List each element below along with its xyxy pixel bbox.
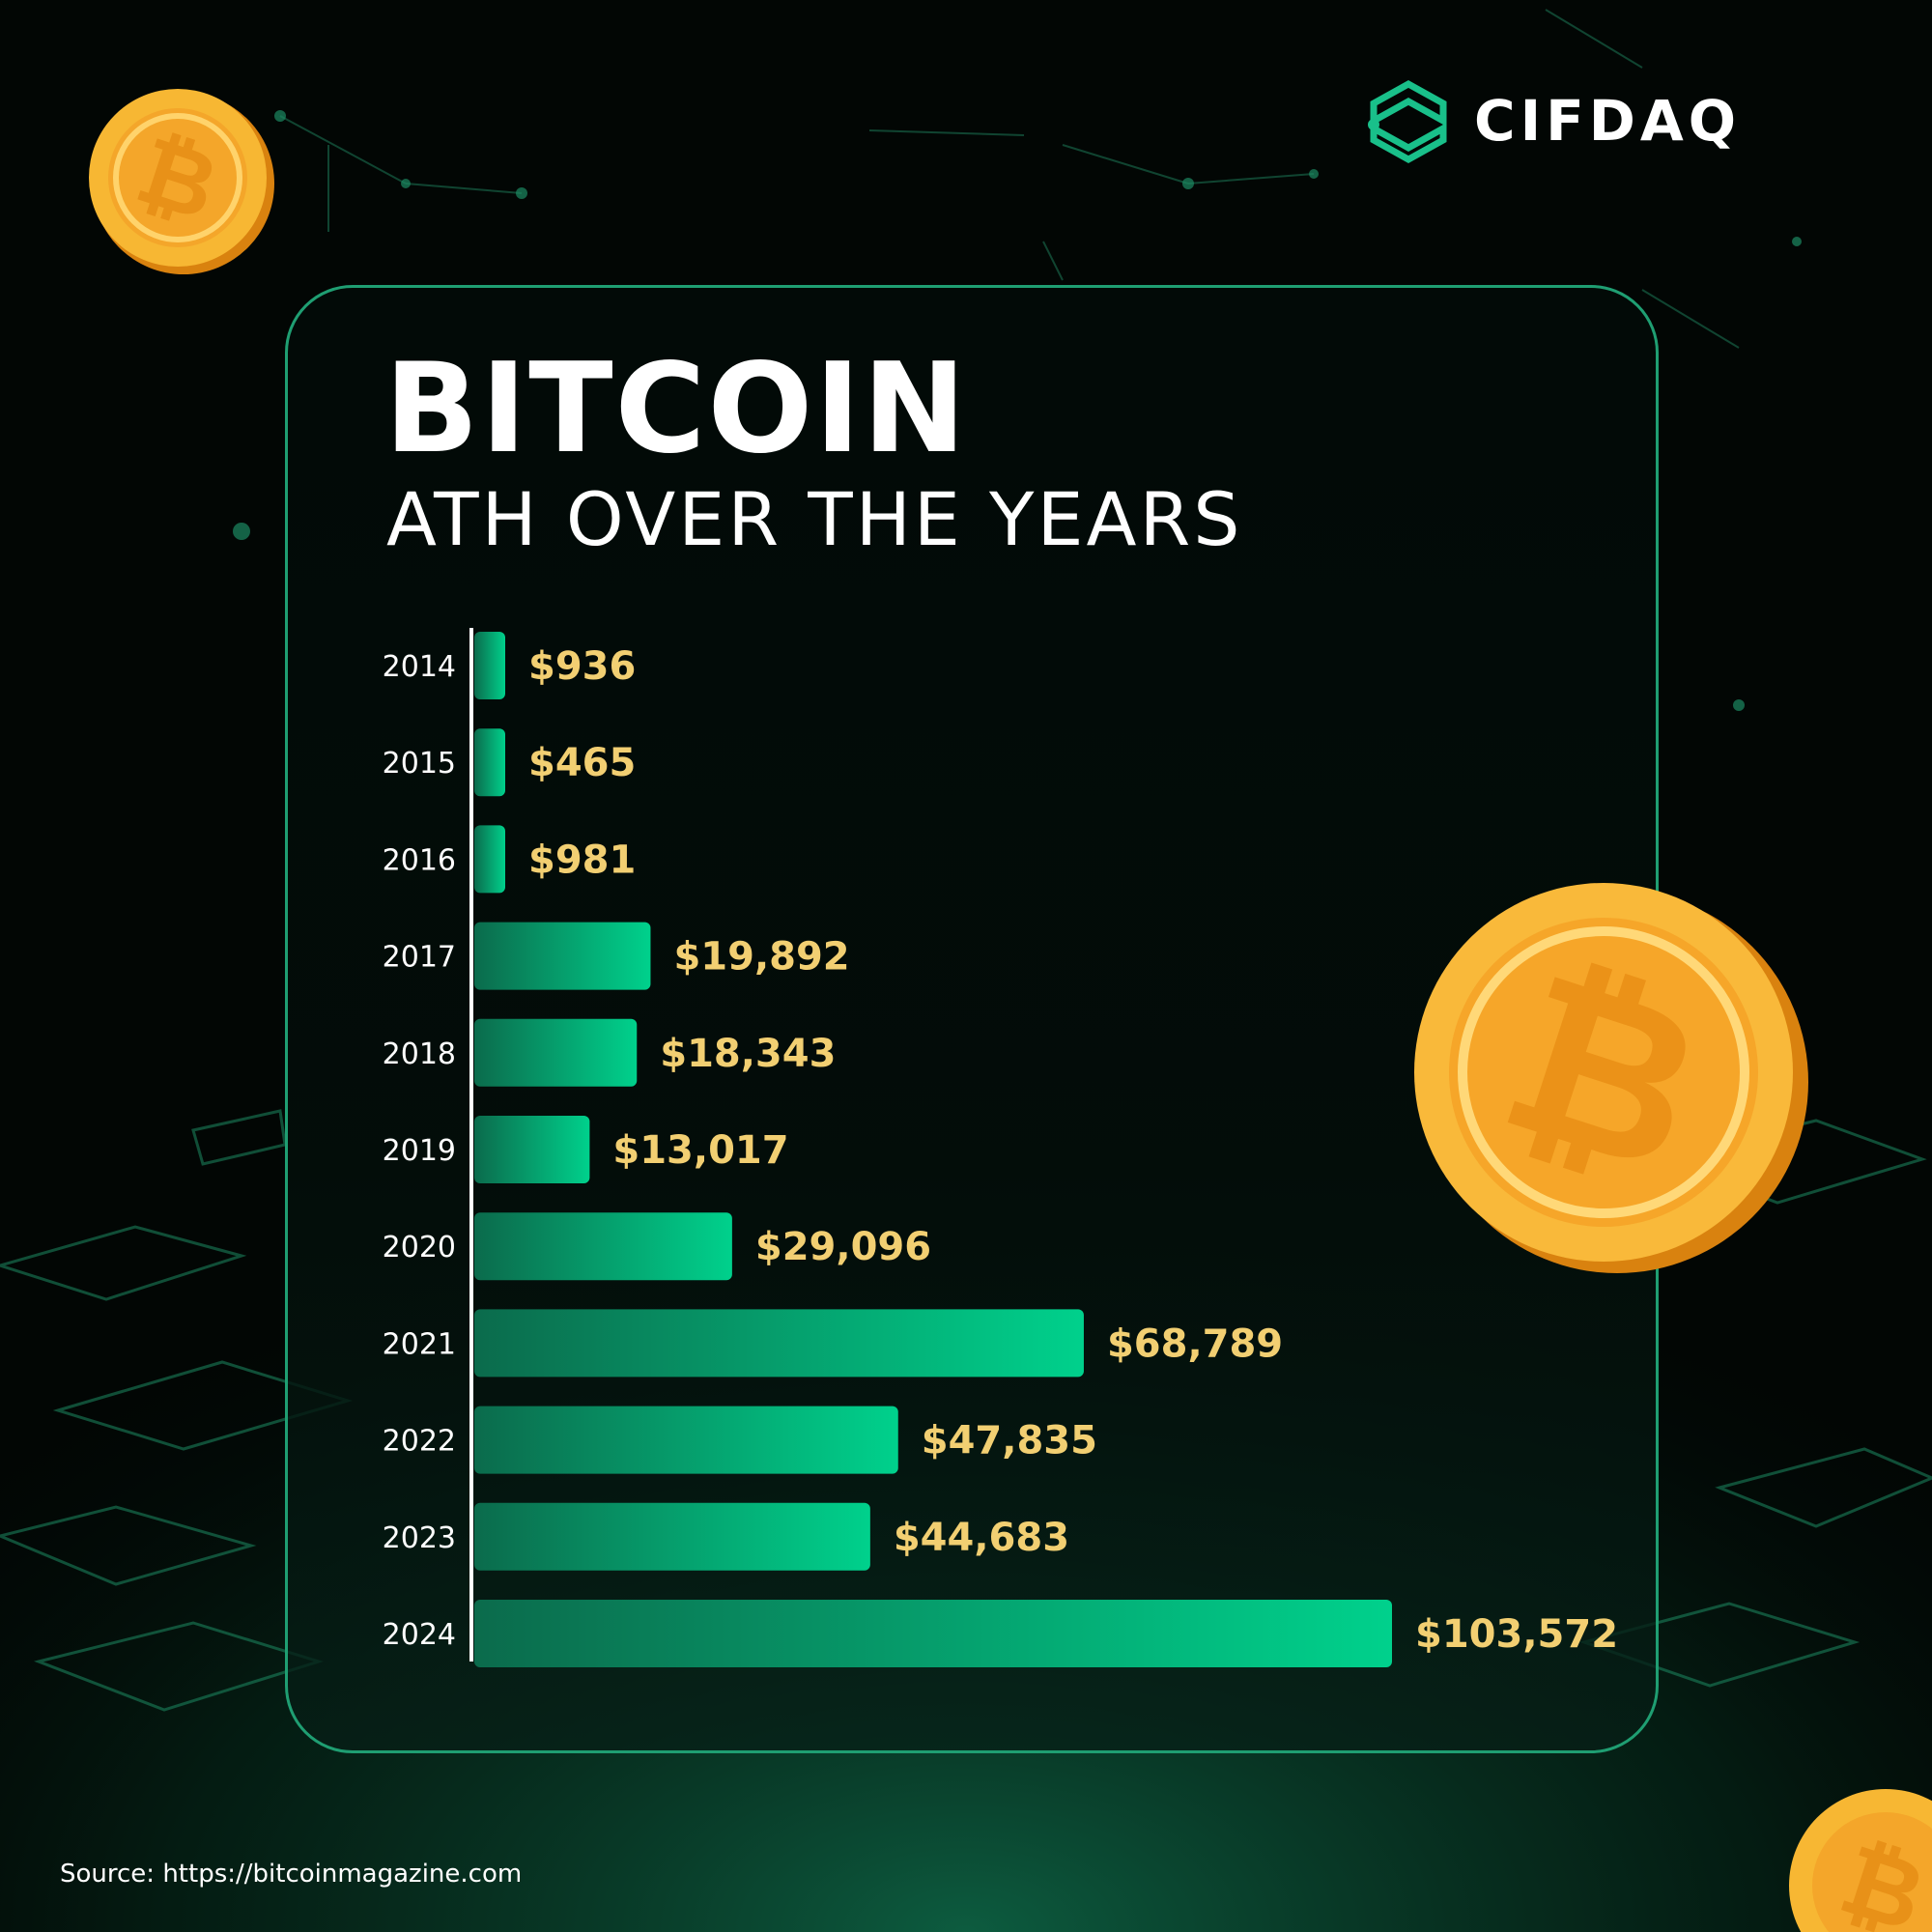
bar-2024 <box>474 1600 1392 1667</box>
bar-2020 <box>474 1212 732 1281</box>
value-label-2019: $13,017 <box>612 1128 788 1173</box>
value-label-2020: $29,096 <box>755 1225 931 1269</box>
value-label-2015: $465 <box>528 741 636 785</box>
value-label-2017: $19,892 <box>673 935 849 980</box>
bar-2021 <box>474 1309 1084 1378</box>
category-label-2016: 2016 <box>383 843 456 877</box>
bar-2019 <box>474 1116 590 1183</box>
category-label-2018: 2018 <box>383 1037 456 1071</box>
source-note: Source: https://bitcoinmagazine.com <box>60 1860 523 1889</box>
category-label-2014: 2014 <box>383 650 456 684</box>
category-label-2024: 2024 <box>383 1618 456 1652</box>
value-label-2022: $47,835 <box>922 1419 1097 1463</box>
value-label-2024: $103,572 <box>1415 1612 1618 1657</box>
value-label-2016: $981 <box>528 838 636 882</box>
chart-title: BITCOIN <box>384 337 968 481</box>
category-label-2021: 2021 <box>383 1327 456 1361</box>
category-label-2023: 2023 <box>383 1521 456 1555</box>
value-label-2021: $68,789 <box>1107 1321 1283 1366</box>
bitcoin-coin-icon: ₿ <box>1789 1789 1932 1932</box>
bar-2023 <box>474 1502 870 1571</box>
category-label-2020: 2020 <box>383 1231 456 1264</box>
bar-2018 <box>474 1018 638 1087</box>
value-label-2014: $936 <box>528 644 636 689</box>
category-label-2022: 2022 <box>383 1425 456 1459</box>
bitcoin-coin-icon: ₿ <box>89 89 274 274</box>
bar-2014 <box>474 632 505 699</box>
bar-2017 <box>474 922 651 990</box>
bar-2022 <box>474 1406 898 1474</box>
value-label-2023: $44,683 <box>894 1516 1069 1560</box>
category-label-2019: 2019 <box>383 1134 456 1168</box>
chart-subtitle: ATH OVER THE YEARS <box>386 476 1243 562</box>
brand-name: CIFDAQ <box>1474 88 1742 154</box>
bar-2016 <box>474 825 505 894</box>
value-label-2018: $18,343 <box>660 1032 836 1076</box>
bitcoin-coin-icon: ₿ <box>1414 883 1808 1273</box>
category-label-2017: 2017 <box>383 941 456 975</box>
cifdaq-logo: CIFDAQ <box>1364 68 1741 174</box>
category-label-2015: 2015 <box>383 747 456 781</box>
bar-2015 <box>474 728 505 797</box>
cifdaq-logo-icon <box>1368 79 1447 164</box>
